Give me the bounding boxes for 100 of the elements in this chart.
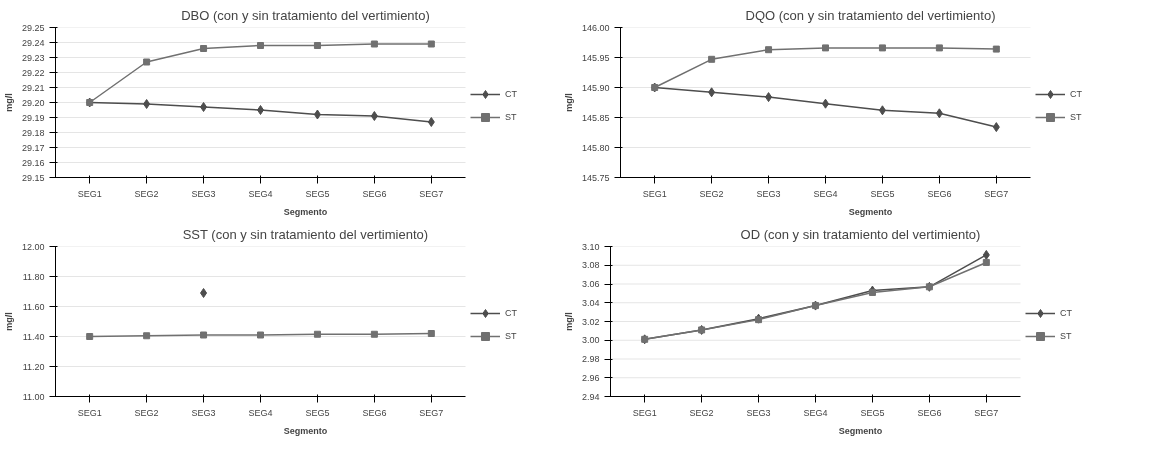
chart-title: DQO (con y sin tratamiento del vertimiento) (745, 7, 996, 23)
point (878, 44, 886, 52)
chart-title: SST (con y sin tratamiento del vertimiento) (182, 226, 429, 242)
y-axis-title: mg/l (3, 312, 14, 331)
y-tick-label: 29.24 (21, 37, 45, 48)
point (257, 42, 264, 49)
point (257, 105, 264, 115)
y-tick-label: 2.94 (581, 391, 600, 402)
x-tick-label: SEG3 (746, 407, 771, 418)
x-tick-label: SEG6 (927, 188, 952, 199)
chart-title: OD (con y sin tratamiento del vertimiento) (740, 226, 981, 242)
x-tick-label: SEG4 (813, 188, 838, 199)
x-tick-label: SEG5 (305, 407, 330, 418)
y-tick-label: 29.23 (21, 52, 45, 63)
y-tick-label: 11.60 (22, 301, 45, 312)
x-tick-label: SEG3 (756, 188, 781, 199)
point (313, 42, 321, 49)
point (878, 105, 886, 116)
point (427, 330, 435, 337)
x-tick-label: SEG7 (419, 188, 444, 199)
x-tick-label: SEG6 (917, 407, 942, 418)
x-tick-label: SEG5 (305, 188, 330, 199)
x-tick-label: SEG1 (77, 188, 102, 199)
y-tick-label: 145.85 (581, 112, 610, 123)
point (935, 44, 943, 52)
y-tick-label: 29.19 (21, 112, 45, 123)
y-tick-label: 12.00 (21, 241, 45, 252)
point (935, 108, 943, 119)
chart-title: DBO (con y sin tratamiento del vertimiento) (181, 7, 430, 23)
x-tick-label: SEG1 (642, 188, 667, 199)
legend-label: CT (1060, 308, 1073, 318)
legend-label: ST (1070, 112, 1083, 122)
point (143, 332, 151, 340)
point (765, 46, 773, 54)
y-tick-label: 145.95 (581, 52, 610, 63)
legend-label: ST (1060, 331, 1073, 341)
x-tick-label: SEG2 (134, 188, 159, 199)
y-tick-label: 11.00 (22, 391, 45, 402)
x-tick-label: SEG4 (248, 407, 273, 418)
y-tick-label: 145.75 (581, 172, 610, 183)
point (982, 258, 990, 266)
point (765, 92, 773, 103)
x-axis-title: Segmento (283, 206, 328, 217)
point (982, 249, 990, 260)
point (313, 330, 321, 338)
x-tick-label: SEG2 (134, 407, 159, 418)
y-tick-label: 3.06 (581, 279, 600, 289)
point (143, 99, 151, 109)
y-tick-label: 29.18 (21, 127, 45, 138)
point (86, 333, 94, 340)
x-tick-label: SEG3 (191, 188, 216, 199)
y-tick-label: 29.22 (21, 67, 45, 78)
x-tick-label: SEG7 (984, 188, 1009, 199)
y-tick-label: 11.80 (22, 271, 45, 282)
point (200, 288, 208, 298)
y-tick-label: 3.02 (581, 316, 600, 327)
x-tick-label: SEG5 (860, 407, 885, 418)
x-tick-label: SEG2 (689, 407, 714, 418)
point (708, 55, 716, 63)
point (992, 45, 1000, 53)
point (200, 102, 208, 112)
point (822, 44, 829, 52)
y-tick-label: 29.17 (21, 142, 45, 153)
point (708, 87, 716, 98)
x-tick-label: SEG7 (419, 407, 444, 418)
y-tick-label: 3.08 (581, 260, 600, 271)
legend-label: CT (1070, 89, 1083, 99)
point (370, 330, 378, 338)
x-tick-label: SEG7 (974, 407, 999, 418)
y-tick-label: 29.16 (21, 157, 45, 168)
x-tick-label: SEG4 (803, 407, 828, 418)
y-tick-label: 3.10 (581, 241, 600, 252)
y-tick-label: 145.80 (581, 142, 610, 153)
x-tick-label: SEG4 (248, 188, 273, 199)
y-tick-label: 2.98 (581, 354, 600, 364)
point (257, 331, 264, 339)
y-tick-label: 29.20 (21, 97, 45, 108)
x-axis-title: Segmento (848, 206, 893, 217)
y-tick-label: 11.40 (22, 331, 45, 342)
legend-label: ST (505, 331, 518, 341)
x-tick-label: SEG1 (77, 407, 102, 418)
point (313, 109, 321, 120)
point (427, 40, 435, 48)
y-axis-title: mg/l (563, 93, 574, 112)
x-tick-label: SEG1 (632, 407, 657, 418)
point (427, 117, 435, 127)
y-tick-label: 29.15 (21, 172, 45, 183)
point (200, 331, 208, 339)
legend-label: CT (505, 308, 518, 318)
legend-label: CT (505, 89, 518, 99)
y-tick-label: 11.20 (22, 361, 45, 372)
y-tick-label: 2.96 (581, 372, 600, 383)
point (370, 40, 378, 48)
y-tick-label: 145.90 (581, 82, 610, 93)
y-axis-title: mg/l (563, 312, 574, 331)
x-tick-label: SEG2 (699, 188, 724, 199)
y-tick-label: 29.21 (21, 82, 45, 93)
legend-label: ST (505, 112, 518, 122)
y-tick-label: 29.25 (21, 22, 45, 33)
point (992, 122, 1000, 133)
